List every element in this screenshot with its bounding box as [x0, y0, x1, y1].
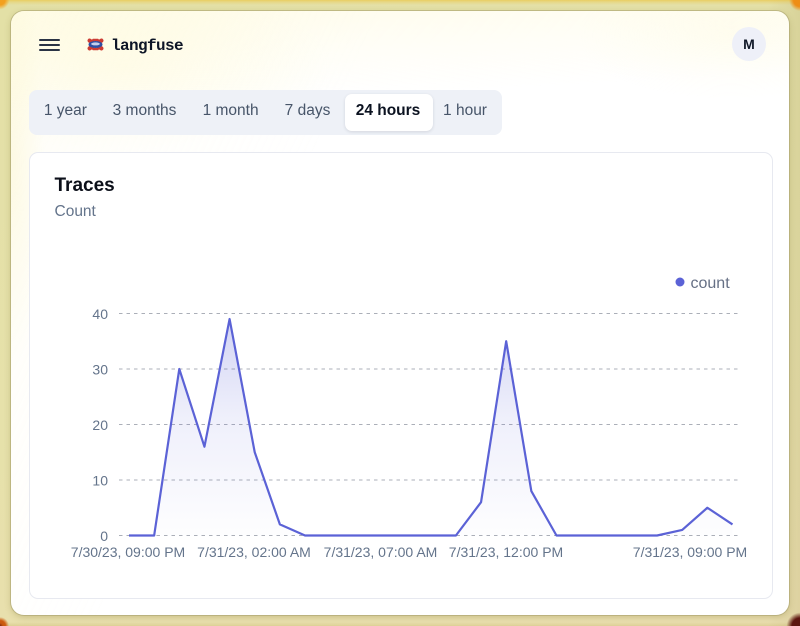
- svg-text:count: count: [691, 275, 731, 292]
- svg-text:40: 40: [92, 306, 108, 322]
- svg-text:7/30/23, 09:00 PM: 7/30/23, 09:00 PM: [71, 544, 185, 560]
- svg-text:7/31/23, 02:00 AM: 7/31/23, 02:00 AM: [197, 544, 311, 560]
- svg-text:7/31/23, 07:00 AM: 7/31/23, 07:00 AM: [324, 544, 438, 560]
- svg-text:7/31/23, 12:00 PM: 7/31/23, 12:00 PM: [449, 544, 563, 560]
- svg-text:10: 10: [92, 473, 108, 489]
- svg-text:7/31/23, 09:00 PM: 7/31/23, 09:00 PM: [633, 544, 747, 560]
- svg-text:0: 0: [100, 528, 108, 544]
- svg-text:20: 20: [92, 417, 108, 433]
- svg-text:30: 30: [92, 362, 108, 378]
